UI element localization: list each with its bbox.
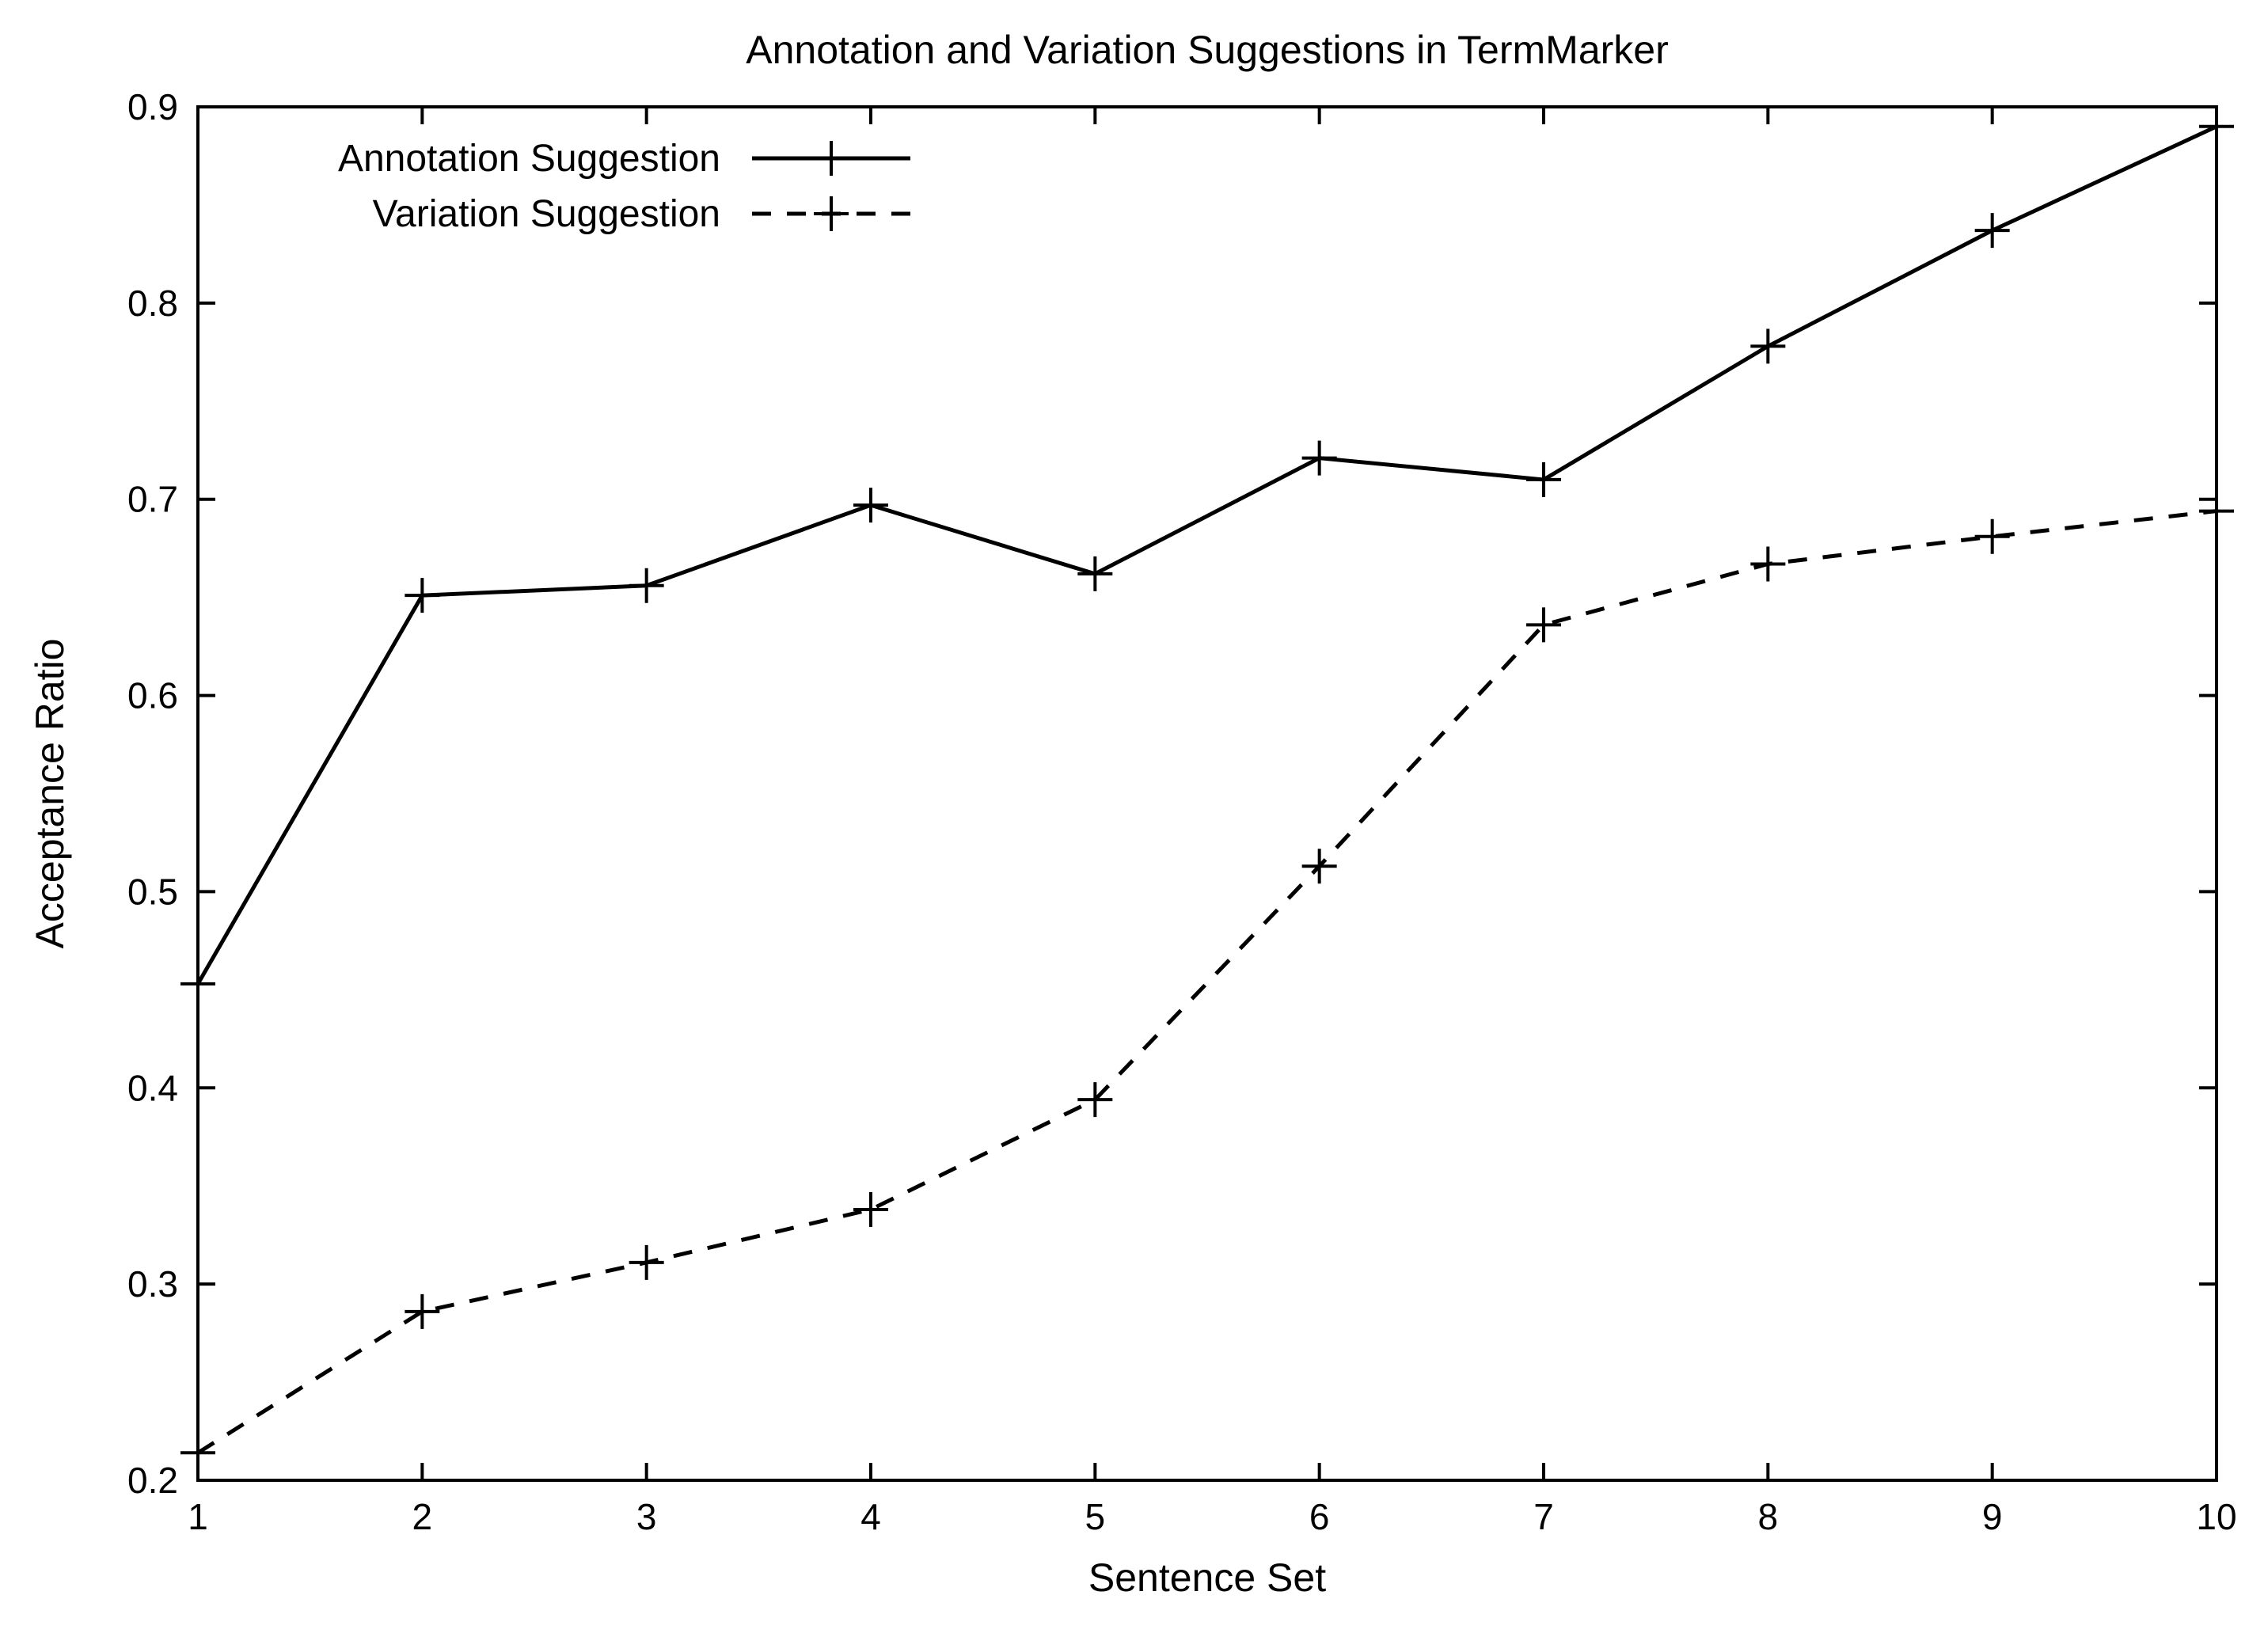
y-tick-label: 0.3 bbox=[127, 1263, 178, 1305]
chart-container: 1 2 3 4 5 6 7 8 9 10 0.2 0.3 0.4 0.5 0.6 0.7 0.8 0.9 Sente… bbox=[0, 0, 2268, 1637]
y-tick-label: 0.7 bbox=[127, 479, 178, 520]
x-tick-label: 5 bbox=[1085, 1496, 1106, 1537]
y-axis-label: Acceptance Ratio bbox=[28, 639, 72, 949]
legend-label: Variation Suggestion bbox=[373, 193, 720, 235]
x-tick-label: 9 bbox=[1982, 1496, 2003, 1537]
y-tick-label: 0.5 bbox=[127, 871, 178, 912]
y-tick-label: 0.6 bbox=[127, 675, 178, 716]
x-tick-label: 1 bbox=[188, 1496, 208, 1537]
x-axis-label: Sentence Set bbox=[1088, 1555, 1326, 1600]
x-tick-label: 7 bbox=[1533, 1496, 1554, 1537]
y-tick-label: 0.9 bbox=[127, 86, 178, 127]
legend-label: Annotation Suggestion bbox=[338, 138, 720, 180]
x-tick-label: 8 bbox=[1758, 1496, 1779, 1537]
line-chart: 1 2 3 4 5 6 7 8 9 10 0.2 0.3 0.4 0.5 0.6 0.7 0.8 0.9 Sente… bbox=[0, 0, 2268, 1637]
y-tick-label: 0.8 bbox=[127, 283, 178, 324]
x-tick-label: 4 bbox=[860, 1496, 881, 1537]
y-tick-label: 0.4 bbox=[127, 1067, 178, 1108]
x-tick-label: 10 bbox=[2196, 1496, 2236, 1537]
chart-title: Annotation and Variation Suggestions in … bbox=[746, 28, 1668, 72]
chart-background bbox=[0, 0, 2268, 1637]
x-tick-label: 6 bbox=[1309, 1496, 1330, 1537]
x-tick-label: 2 bbox=[412, 1496, 433, 1537]
y-tick-label: 0.2 bbox=[127, 1460, 178, 1501]
x-tick-label: 3 bbox=[636, 1496, 657, 1537]
